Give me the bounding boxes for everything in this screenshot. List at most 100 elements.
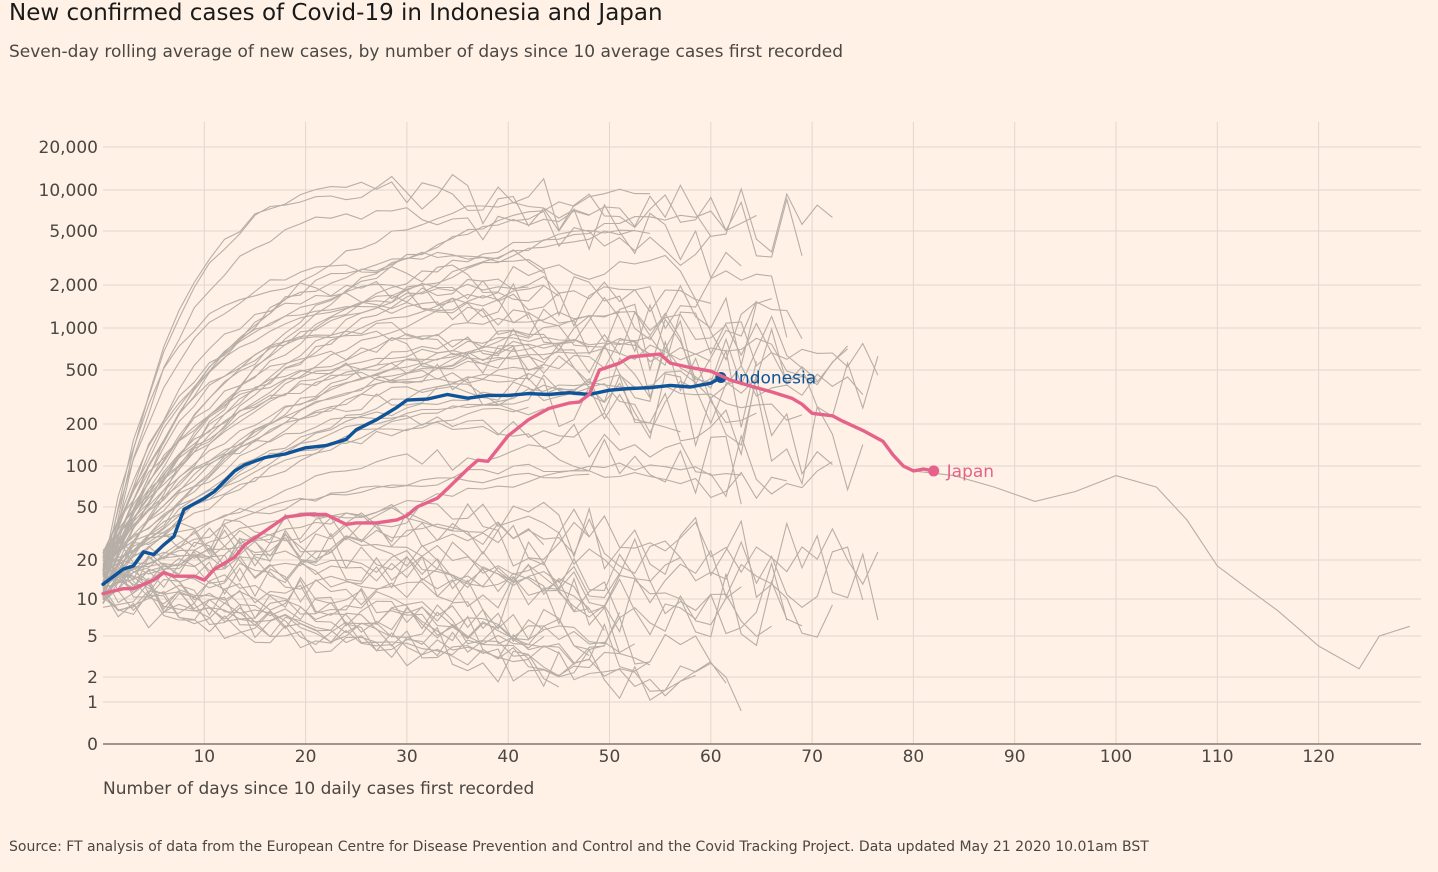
series-endpoint-japan <box>928 465 940 477</box>
context-country-line <box>102 590 651 672</box>
context-country-line <box>102 310 620 567</box>
context-country-line <box>102 562 621 654</box>
context-country-line <box>102 284 544 587</box>
context-country-line <box>102 210 757 559</box>
x-tick-label: 100 <box>1100 747 1132 767</box>
x-tick-label: 70 <box>801 747 823 767</box>
context-country-line <box>102 339 666 584</box>
context-country-line <box>102 284 560 557</box>
series-line-japan <box>101 352 936 596</box>
x-tick-label: 60 <box>700 747 722 767</box>
context-country-line <box>102 264 772 573</box>
x-tick-label: 40 <box>497 747 519 767</box>
series-label-indonesia: Indonesia <box>734 369 816 389</box>
context-country-line <box>102 338 590 554</box>
context-country-line <box>102 564 636 654</box>
y-tick-label: 1 <box>87 693 98 713</box>
context-country-line <box>102 336 757 583</box>
y-tick-label: 20,000 <box>39 138 98 158</box>
x-tick-label: 50 <box>599 747 621 767</box>
context-country-line <box>102 280 757 571</box>
context-country-line <box>102 366 544 565</box>
context-country-line <box>102 506 590 603</box>
y-tick-label: 2,000 <box>49 276 98 296</box>
y-tick-label: 20 <box>76 551 98 571</box>
context-country-line <box>102 545 742 632</box>
context-country-line <box>102 554 772 638</box>
context-country-line <box>102 435 742 601</box>
context-country-line <box>102 406 529 581</box>
context-country-line <box>102 229 651 574</box>
context-country-line <box>102 511 681 583</box>
x-tick-label: 110 <box>1201 747 1233 767</box>
context-country-line <box>102 563 742 712</box>
y-tick-label: 50 <box>76 498 98 518</box>
x-tick-label: 80 <box>903 747 925 767</box>
highlighted-series: Indonesia Japan <box>101 352 994 596</box>
context-lines <box>102 173 1410 712</box>
context-country-line <box>102 207 712 595</box>
chart-subtitle: Seven-day rolling average of new cases, … <box>9 42 844 62</box>
context-country-line <box>102 381 803 604</box>
context-country-line <box>102 574 696 697</box>
context-country-line <box>102 362 529 553</box>
context-country-line <box>102 381 681 567</box>
context-country-line <box>102 355 544 568</box>
context-country-line <box>102 310 879 558</box>
source-note: Source: FT analysis of data from the Eur… <box>9 839 1149 855</box>
context-country-line <box>102 591 544 641</box>
context-country-line <box>102 590 560 688</box>
series-label-japan: Japan <box>946 462 994 482</box>
context-country-line <box>102 344 712 562</box>
y-tick-label: 10 <box>76 590 98 610</box>
context-country-line <box>102 463 787 585</box>
x-axis-label: Number of days since 10 daily cases firs… <box>103 779 534 799</box>
context-country-line <box>102 297 879 570</box>
context-country-line <box>102 251 711 592</box>
context-country-line <box>102 532 788 636</box>
context-country-line <box>102 282 530 587</box>
x-tick-label: 10 <box>193 747 215 767</box>
y-tick-label: 100 <box>66 457 98 477</box>
context-country-line <box>102 565 727 684</box>
y-tick-label: 5 <box>87 627 98 647</box>
y-tick-label: 2 <box>87 668 98 688</box>
context-country-line <box>102 517 864 608</box>
context-country-line <box>102 538 605 631</box>
context-country-line <box>102 330 757 582</box>
context-country-line <box>913 470 1410 670</box>
context-country-line <box>102 229 635 565</box>
y-tick-label: 500 <box>66 361 98 381</box>
x-tick-label: 90 <box>1004 747 1026 767</box>
context-country-line <box>102 558 590 657</box>
chart-title: New confirmed cases of Covid-19 in Indon… <box>9 0 663 26</box>
context-country-line <box>102 462 742 589</box>
context-country-line <box>102 501 879 621</box>
y-tick-label: 1,000 <box>49 319 98 339</box>
x-tick-label: 20 <box>295 747 317 767</box>
context-country-line <box>102 403 544 588</box>
context-country-line <box>102 582 621 651</box>
context-country-line <box>102 321 651 601</box>
context-country-line <box>102 177 803 599</box>
context-country-line <box>102 173 742 576</box>
context-country-line <box>102 373 833 571</box>
context-country-line <box>102 521 545 563</box>
context-country-line <box>102 554 590 609</box>
context-country-line <box>102 472 590 566</box>
context-country-line <box>102 249 545 598</box>
gridlines <box>103 122 1421 744</box>
context-country-line <box>102 210 590 560</box>
context-country-line <box>102 502 879 586</box>
context-country-line <box>102 559 712 692</box>
context-country-line <box>102 562 545 649</box>
series-line-indonesia <box>101 375 723 586</box>
y-tick-label: 5,000 <box>49 222 98 242</box>
context-country-line <box>102 415 833 581</box>
axis-ticks: 0 1 2 5 10 20 50 100 200 500 1,000 2,000 5,000 10,000… <box>39 138 1421 767</box>
y-tick-label: 0 <box>87 735 98 755</box>
context-country-line <box>102 311 849 605</box>
y-tick-label: 200 <box>66 415 98 435</box>
y-tick-label: 10,000 <box>39 181 98 201</box>
